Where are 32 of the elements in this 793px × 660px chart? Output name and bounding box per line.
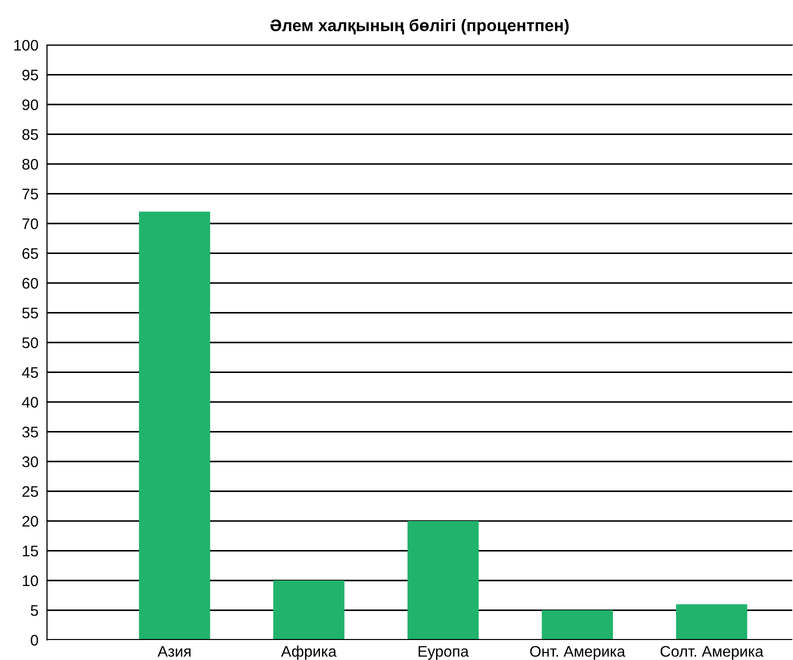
y-tick-label: 5 (30, 605, 38, 616)
y-tick-label: 70 (22, 218, 38, 230)
y-tick-label: 90 (22, 99, 38, 110)
x-tick-label: Еуропа (418, 646, 469, 660)
y-tick-label: 30 (22, 456, 38, 468)
y-tick-label: 50 (22, 337, 38, 348)
y-tick-label: 45 (22, 367, 38, 378)
bar (542, 610, 613, 640)
y-tick-label: 80 (22, 158, 38, 170)
y-tick-label: 15 (22, 546, 38, 556)
y-tick-label: 85 (22, 129, 38, 140)
y-tick-label: 75 (22, 188, 38, 200)
y-tick-label: 60 (22, 278, 38, 289)
y-tick-label: 40 (22, 396, 38, 408)
y-tick-label: 100 (14, 40, 38, 51)
chart-title: Әлем халқының бөлігі (процентпен) (270, 18, 569, 35)
y-tick-label: 25 (22, 486, 38, 497)
bar (273, 580, 344, 640)
x-tick-label: Азия (158, 646, 190, 657)
y-tick-label: 0 (30, 634, 38, 646)
bar (138, 212, 210, 640)
y-tick-label: 65 (22, 248, 38, 259)
y-tick-label: 55 (22, 308, 38, 318)
bar (408, 521, 479, 640)
y-tick-label: 20 (22, 516, 38, 527)
y-tick-label: 35 (22, 426, 38, 438)
x-tick-label: Солт. Америка (660, 646, 764, 660)
x-tick-label: Африка (281, 646, 337, 660)
y-tick-label: 95 (22, 70, 38, 80)
y-tick-label: 10 (22, 575, 38, 586)
bar (676, 604, 748, 640)
x-tick-label: Онт. Америка (530, 646, 626, 660)
